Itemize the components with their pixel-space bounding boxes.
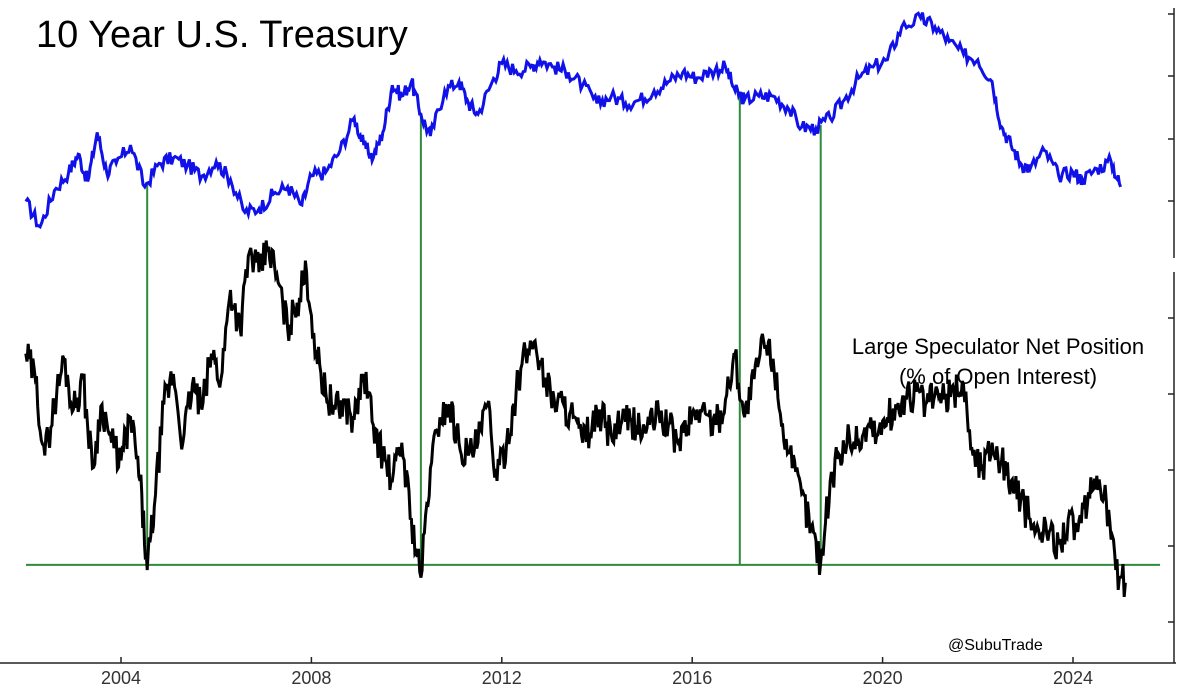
chart-axes (0, 8, 1176, 664)
x-tick-label: 2008 (291, 668, 331, 688)
annotation-line-1: Large Speculator Net Position (851, 334, 1145, 359)
chart-title: 10 Year U.S. Treasury (36, 14, 408, 56)
x-tick-label: 2020 (863, 668, 903, 688)
author-handle: @SubuTrade (948, 637, 1043, 654)
price-series-line (24, 11, 1123, 230)
panel-annotation: Large Speculator Net Position (% of Open… (812, 332, 1181, 392)
x-tick-labels: 2004 2008 2012 2016 2020 2024 (101, 657, 1093, 688)
signal-markers (26, 95, 1160, 566)
x-tick-label: 2016 (672, 668, 712, 688)
x-tick-label: 2012 (482, 668, 522, 688)
x-tick-label: 2024 (1053, 668, 1093, 688)
position-series-line (24, 240, 1127, 598)
annotation-line-2: (% of Open Interest) (898, 364, 1098, 389)
x-tick-label: 2004 (101, 668, 141, 688)
